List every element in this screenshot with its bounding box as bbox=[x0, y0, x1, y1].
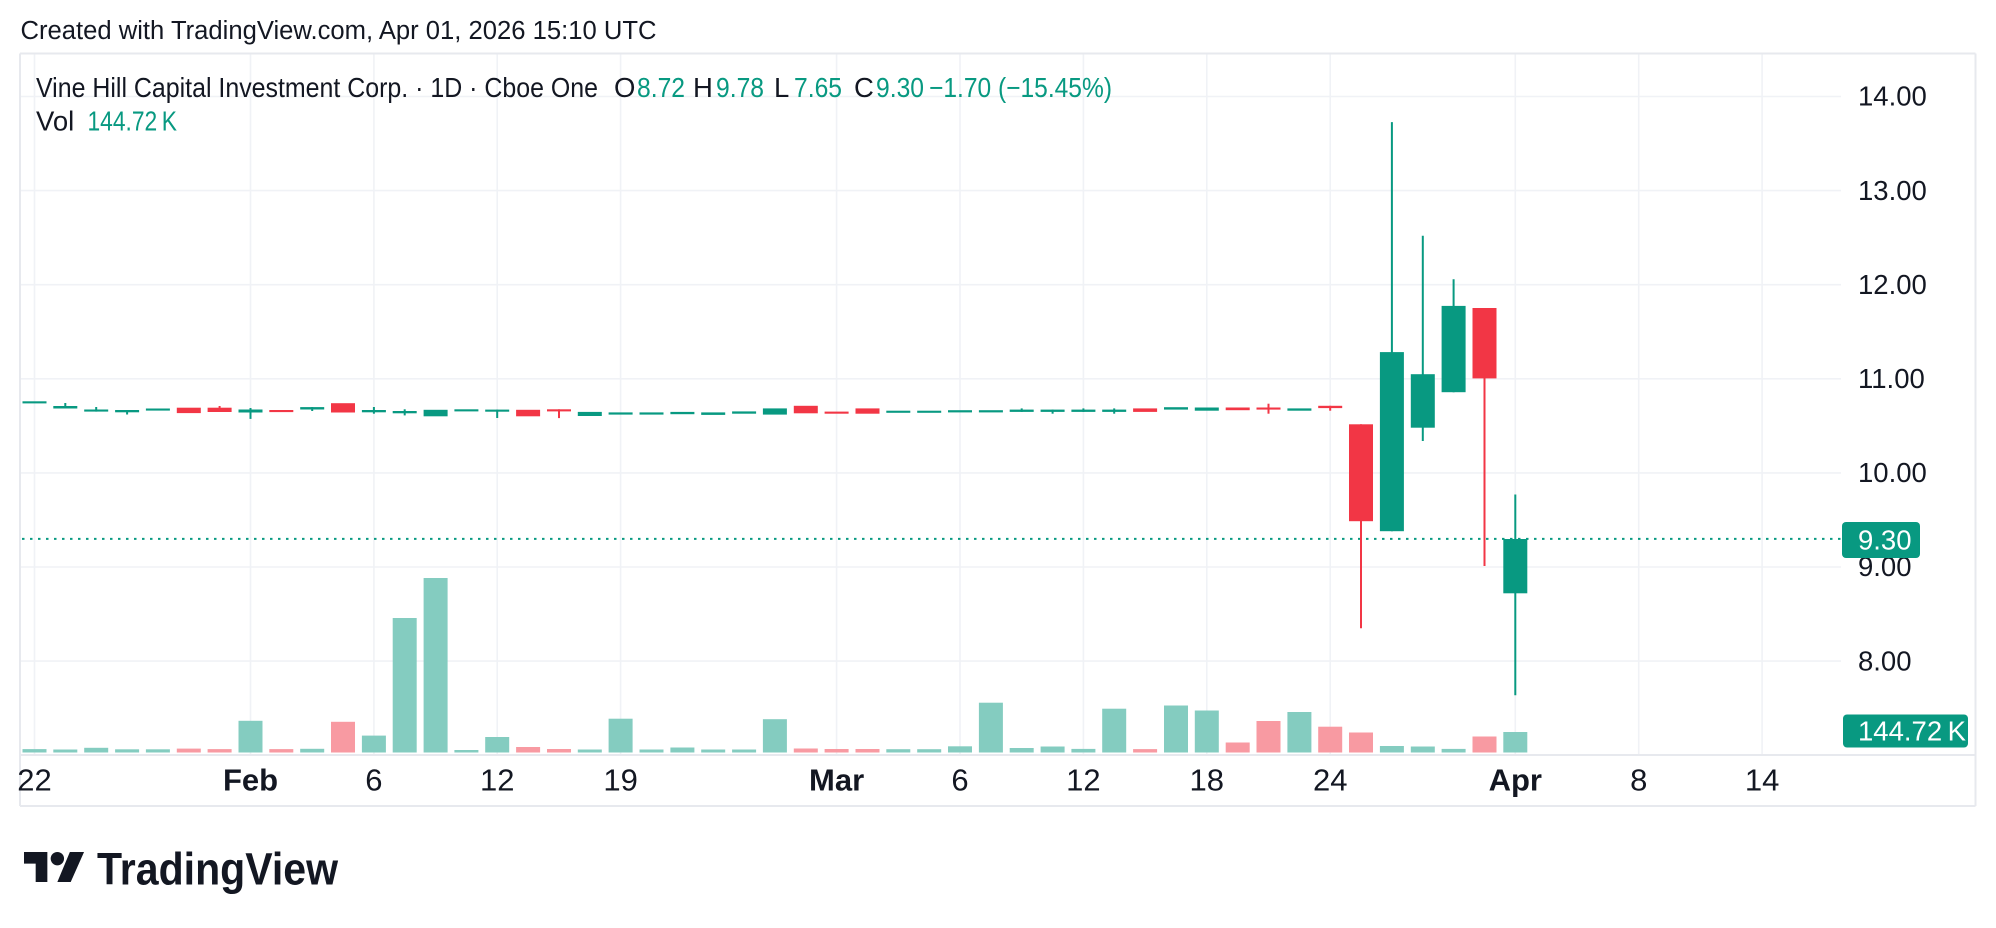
svg-text:144.72 K: 144.72 K bbox=[1858, 716, 1967, 747]
svg-text:7.65: 7.65 bbox=[794, 72, 842, 103]
svg-text:8.00: 8.00 bbox=[1858, 645, 1912, 676]
svg-text:144.72 K: 144.72 K bbox=[88, 106, 178, 137]
svg-text:24: 24 bbox=[1313, 763, 1347, 798]
svg-text:Mar: Mar bbox=[809, 763, 864, 798]
svg-text:Apr: Apr bbox=[1489, 763, 1542, 798]
svg-text:22: 22 bbox=[17, 763, 51, 798]
svg-text:14: 14 bbox=[1745, 763, 1779, 798]
svg-text:L: L bbox=[774, 72, 789, 103]
svg-text:8: 8 bbox=[1630, 763, 1647, 798]
svg-text:TradingView: TradingView bbox=[97, 844, 339, 895]
svg-text:18: 18 bbox=[1190, 763, 1224, 798]
svg-text:11.00: 11.00 bbox=[1858, 363, 1925, 394]
svg-text:O: O bbox=[614, 72, 635, 103]
svg-text:9.78: 9.78 bbox=[716, 72, 764, 103]
svg-text:Vine Hill Capital Investment C: Vine Hill Capital Investment Corp. · 1D … bbox=[36, 72, 598, 103]
svg-text:Vol: Vol bbox=[36, 106, 74, 137]
svg-text:12: 12 bbox=[480, 763, 514, 798]
svg-text:13.00: 13.00 bbox=[1858, 175, 1927, 206]
svg-text:10.00: 10.00 bbox=[1858, 457, 1927, 488]
svg-text:9.30: 9.30 bbox=[876, 72, 924, 103]
svg-text:8.72: 8.72 bbox=[637, 72, 685, 103]
svg-text:6: 6 bbox=[365, 763, 382, 798]
svg-text:19: 19 bbox=[603, 763, 637, 798]
svg-text:H: H bbox=[693, 72, 713, 103]
svg-text:14.00: 14.00 bbox=[1858, 81, 1927, 112]
svg-text:6: 6 bbox=[951, 763, 968, 798]
svg-text:C: C bbox=[854, 72, 874, 103]
svg-text:12: 12 bbox=[1066, 763, 1100, 798]
svg-text:Created with TradingView.com,: Created with TradingView.com, Apr 01, 20… bbox=[21, 17, 657, 45]
svg-text:−1.70 (−15.45%): −1.70 (−15.45%) bbox=[929, 72, 1112, 103]
svg-text:12.00: 12.00 bbox=[1858, 269, 1927, 300]
svg-text:9.30: 9.30 bbox=[1858, 525, 1912, 556]
svg-text:Feb: Feb bbox=[223, 763, 278, 798]
